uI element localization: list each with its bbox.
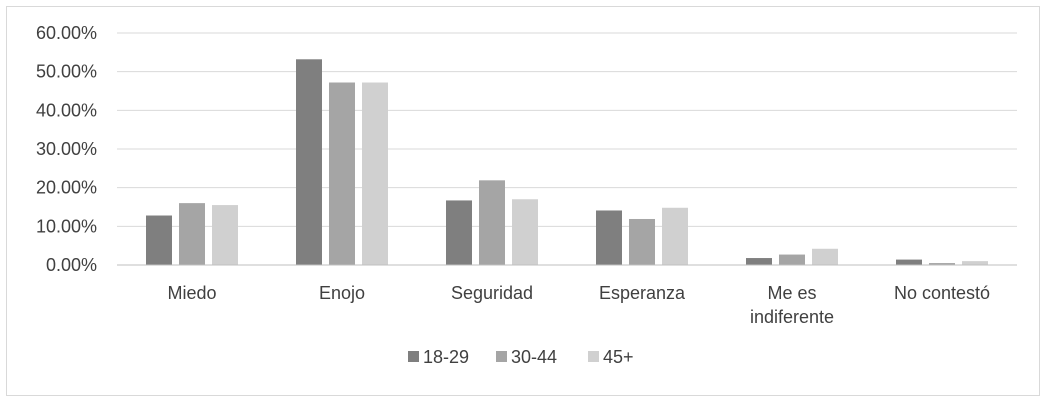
category-label: No contestó — [894, 283, 990, 303]
bar-18-29 — [446, 200, 472, 265]
legend-swatch — [588, 351, 599, 362]
bars — [146, 59, 988, 265]
bar-45+ — [962, 261, 988, 265]
category-label: Seguridad — [451, 283, 533, 303]
category-label: Esperanza — [599, 283, 686, 303]
category-label: Miedo — [167, 283, 216, 303]
bar-30-44 — [179, 203, 205, 265]
legend-swatch — [496, 351, 507, 362]
category-label: Me es indiferente — [750, 283, 834, 327]
legend-label: 45+ — [603, 347, 634, 367]
bar-30-44 — [479, 180, 505, 265]
bar-45+ — [212, 205, 238, 265]
legend-swatch — [408, 351, 419, 362]
bar-45+ — [512, 199, 538, 265]
bar-30-44 — [779, 254, 805, 265]
y-tick-label: 0.00% — [46, 255, 97, 275]
y-tick-label: 20.00% — [36, 178, 97, 198]
chart-frame: 0.00% 10.00% 20.00% 30.00% 40.00% 50.00% 60.00… — [6, 6, 1040, 396]
bar-45+ — [362, 82, 388, 265]
legend: 18-29 30-44 45+ — [408, 347, 634, 367]
bar-18-29 — [746, 258, 772, 265]
bar-30-44 — [929, 263, 955, 265]
bar-45+ — [812, 248, 838, 265]
legend-label: 18-29 — [423, 347, 469, 367]
legend-label: 30-44 — [511, 347, 557, 367]
y-axis-ticks: 0.00% 10.00% 20.00% 30.00% 40.00% 50.00% 60.00… — [36, 23, 97, 275]
bar-30-44 — [329, 82, 355, 265]
category-label: Enojo — [319, 283, 365, 303]
y-tick-label: 50.00% — [36, 62, 97, 82]
bar-18-29 — [296, 59, 322, 265]
bar-18-29 — [146, 215, 172, 265]
gridlines — [117, 32, 1017, 227]
y-tick-label: 40.00% — [36, 100, 97, 120]
y-tick-label: 60.00% — [36, 23, 97, 43]
bar-chart: 0.00% 10.00% 20.00% 30.00% 40.00% 50.00% 60.00… — [36, 23, 1017, 367]
bar-30-44 — [629, 218, 655, 265]
y-tick-label: 30.00% — [36, 139, 97, 159]
y-tick-label: 10.00% — [36, 216, 97, 236]
bar-18-29 — [896, 259, 922, 265]
x-axis-categories: Miedo Enojo Seguridad Esperanza Me es indifer… — [167, 283, 990, 327]
bar-18-29 — [596, 210, 622, 265]
bar-45+ — [662, 207, 688, 265]
